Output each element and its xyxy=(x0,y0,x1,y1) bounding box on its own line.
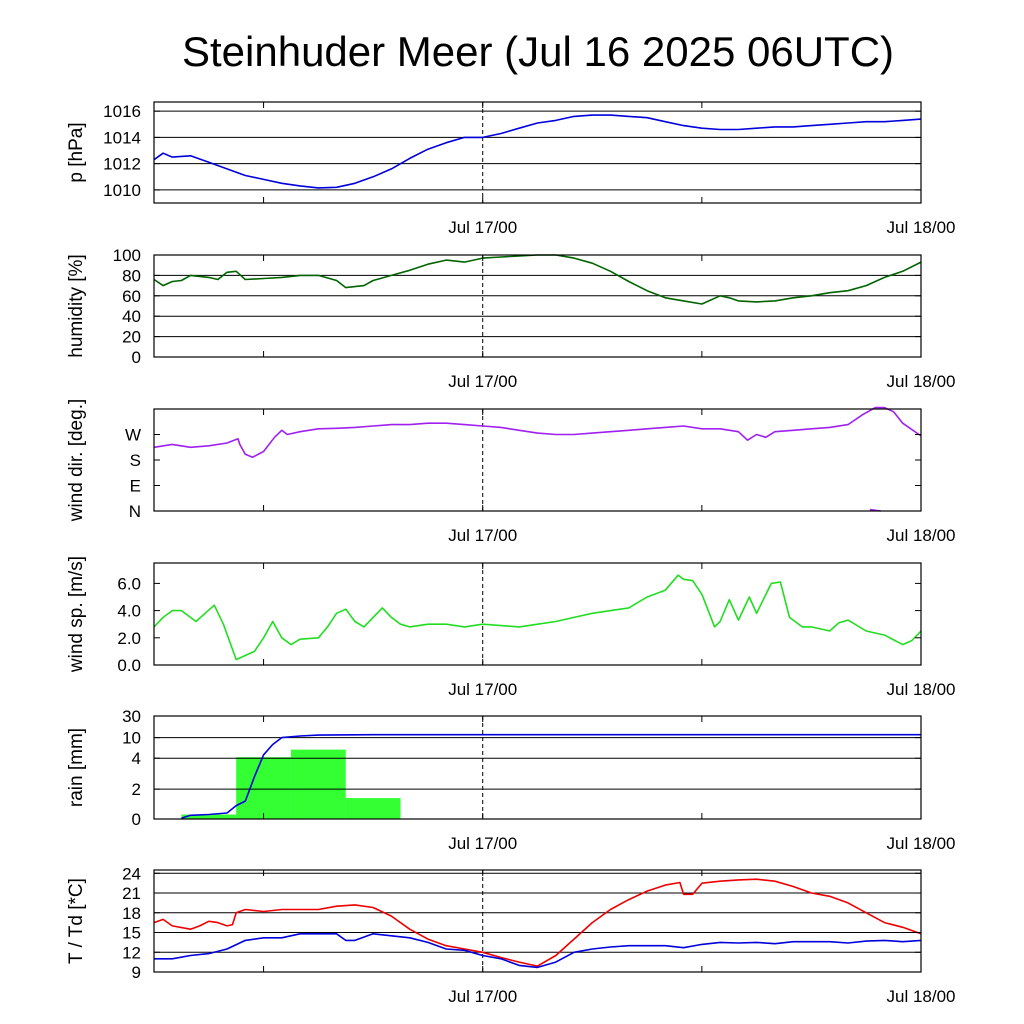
y-tick-label: 12 xyxy=(122,943,141,962)
x-tick-label: Jul 18/00 xyxy=(887,526,956,545)
y-axis-label: rain [mm] xyxy=(66,728,87,807)
y-axis-label: p [hPa] xyxy=(66,122,87,182)
x-tick-label: Jul 18/00 xyxy=(887,218,956,237)
y-tick-label: 30 xyxy=(122,707,141,726)
wind_dir-line xyxy=(153,406,922,458)
chart-title: Steinhuder Meer (Jul 16 2025 06UTC) xyxy=(182,28,894,75)
plot-frame xyxy=(153,562,922,666)
y-tick-label: 2 xyxy=(132,780,141,799)
y-tick-label: W xyxy=(125,426,141,445)
y-tick-label: 1014 xyxy=(103,128,141,147)
y-axis-label: wind dir. [deg.] xyxy=(66,399,87,523)
temperature-line xyxy=(153,878,922,967)
y-tick-label: 0 xyxy=(132,810,141,829)
y-tick-label: 1016 xyxy=(103,102,141,121)
rain-bar xyxy=(290,749,346,819)
x-tick-label: Jul 17/00 xyxy=(448,680,517,699)
y-tick-label: N xyxy=(129,502,141,521)
y-tick-label: 0 xyxy=(132,348,141,367)
x-tick-label: Jul 18/00 xyxy=(887,987,956,1006)
y-tick-label: 60 xyxy=(122,287,141,306)
y-tick-label: 0.0 xyxy=(117,656,141,675)
y-tick-label: 24 xyxy=(122,864,141,883)
y-axis-label: humidity [%] xyxy=(66,254,87,357)
pressure-panel: 1010 1012 1014 1016 Jul 17/00 Jul 18/00 p [hPa… xyxy=(66,101,956,237)
y-tick-label: E xyxy=(130,477,141,496)
x-tick-label: Jul 18/00 xyxy=(887,834,956,853)
wind_speed-line xyxy=(153,574,922,661)
y-tick-label: 1012 xyxy=(103,155,141,174)
y-tick-label: S xyxy=(130,451,141,470)
rain-bar xyxy=(181,814,237,819)
y-axis-label: T / Td [*C] xyxy=(66,878,87,964)
plot-frame xyxy=(153,869,922,973)
y-tick-label: 9 xyxy=(132,963,141,982)
plot-frame xyxy=(153,254,922,358)
x-tick-label: Jul 18/00 xyxy=(887,680,956,699)
y-tick-label: 4 xyxy=(132,749,141,768)
rain-bar xyxy=(236,757,291,819)
pressure-line xyxy=(153,114,922,189)
y-tick-label: 21 xyxy=(122,884,141,903)
y-tick-label: 18 xyxy=(122,904,141,923)
x-tick-label: Jul 18/00 xyxy=(887,372,956,391)
y-tick-label: 2.0 xyxy=(117,629,141,648)
y-tick-label: 6.0 xyxy=(117,574,141,593)
y-tick-label: 4.0 xyxy=(117,602,141,621)
y-tick-label: 15 xyxy=(122,924,141,943)
rain-bar xyxy=(345,798,401,819)
x-tick-label: Jul 17/00 xyxy=(448,526,517,545)
plot-frame xyxy=(153,408,922,512)
y-tick-label: 80 xyxy=(122,266,141,285)
plot-frame xyxy=(153,101,922,204)
x-tick-label: Jul 17/00 xyxy=(448,834,517,853)
rain-panel: 0 2 410 30 Jul 17/00 Jul 18/00 rain [mm] xyxy=(66,707,956,853)
x-tick-label: Jul 17/00 xyxy=(448,372,517,391)
y-tick-label: 100 xyxy=(113,246,141,265)
y-tick-label: 1010 xyxy=(103,181,141,200)
y-tick-label: 10 xyxy=(122,729,141,748)
humidity-line xyxy=(153,254,922,305)
y-axis-label: wind sp. [m/s] xyxy=(66,556,87,673)
rain_total-line xyxy=(181,733,921,820)
plot-frame xyxy=(153,715,922,820)
dewpoint-line xyxy=(154,933,922,969)
x-tick-label: Jul 17/00 xyxy=(448,218,517,237)
y-tick-label: 40 xyxy=(122,307,141,326)
wind-speed-panel: 0.0 2.0 4.0 6.0 Jul 17/00 Jul 18/00 wind sp. [… xyxy=(66,556,956,699)
x-tick-label: Jul 17/00 xyxy=(448,987,517,1006)
y-tick-label: 20 xyxy=(122,328,141,347)
